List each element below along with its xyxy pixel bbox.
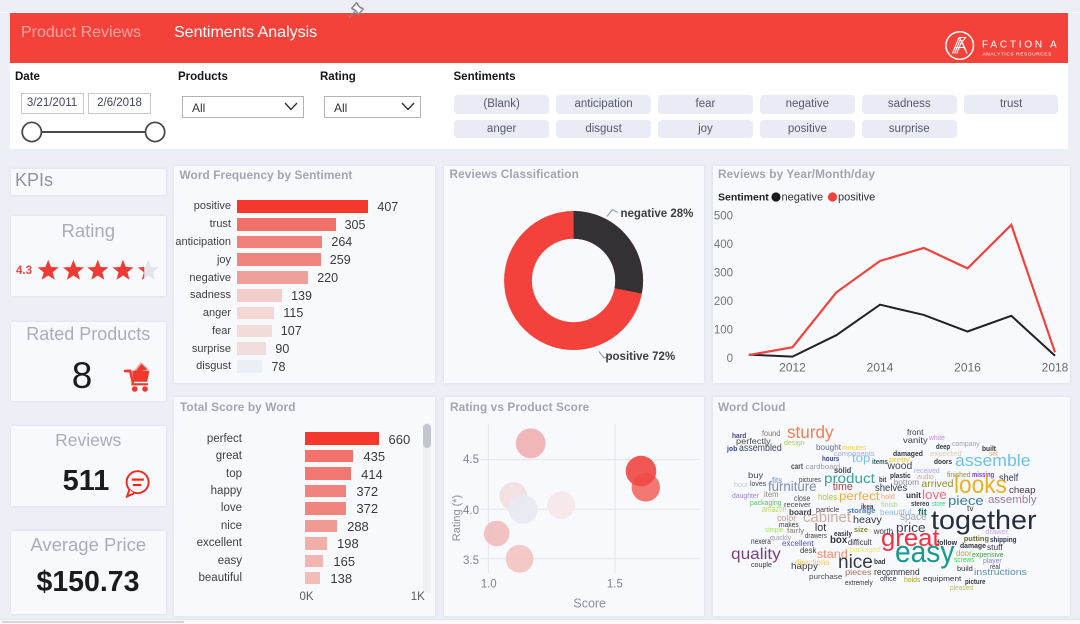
svg-text:0: 0 xyxy=(727,353,733,365)
svg-text:ANALYTICS RESOURCES: ANALYTICS RESOURCES xyxy=(983,52,1052,58)
svg-text:500: 500 xyxy=(714,210,733,222)
svg-text:Sentiment: Sentiment xyxy=(718,191,769,203)
svg-text:Score: Score xyxy=(573,596,606,610)
svg-text:positive 72%: positive 72% xyxy=(606,351,676,363)
svg-text:2018: 2018 xyxy=(1042,360,1069,374)
svg-text:3.5: 3.5 xyxy=(463,555,479,567)
svg-text:1.0: 1.0 xyxy=(481,578,497,590)
svg-text:2016: 2016 xyxy=(954,360,981,374)
svg-text:positive: positive xyxy=(838,191,875,203)
svg-text:200: 200 xyxy=(714,296,733,308)
svg-text:FACTION A: FACTION A xyxy=(982,39,1059,50)
svg-text:2012: 2012 xyxy=(779,360,806,374)
svg-text:negative 28%: negative 28% xyxy=(621,208,694,220)
svg-text:4.0: 4.0 xyxy=(463,505,479,517)
svg-text:100: 100 xyxy=(714,324,733,336)
svg-text:1.5: 1.5 xyxy=(607,578,623,590)
svg-text:400: 400 xyxy=(714,238,733,250)
svg-text:2014: 2014 xyxy=(867,360,894,374)
svg-text:300: 300 xyxy=(714,267,733,279)
svg-text:Rating (*): Rating (*) xyxy=(451,494,463,540)
svg-text:negative: negative xyxy=(782,191,824,203)
svg-text:4.5: 4.5 xyxy=(463,454,479,466)
